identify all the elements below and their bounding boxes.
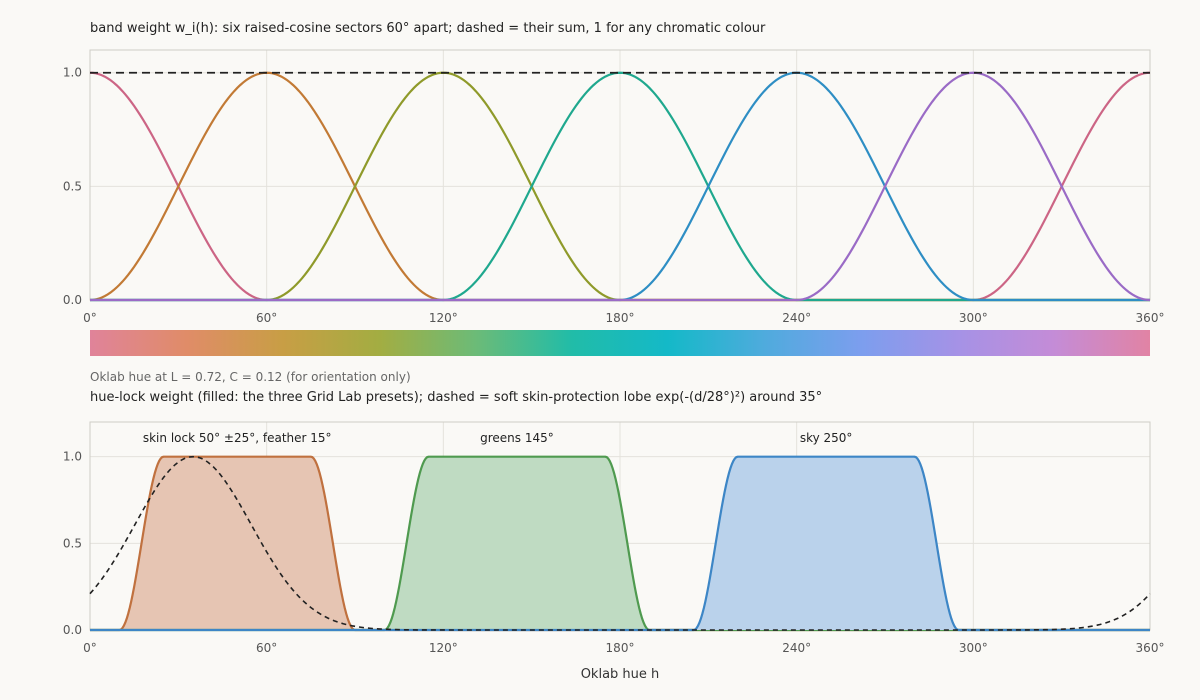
lock-fill-50	[90, 456, 1150, 630]
top-xtick-label: 120°	[429, 311, 458, 325]
bottom-xtick-label: 300°	[959, 641, 988, 655]
lock-label-145: greens 145°	[480, 431, 554, 445]
bottom-xtick-label: 360°	[1136, 641, 1165, 655]
top-band-weight-chart: 0° 60° 120° 180° 240° 300° 360° 0.0 0.5 1.0	[63, 49, 1165, 325]
lock-fill-250	[90, 456, 1150, 630]
bottom-xtick-label: 120°	[429, 641, 458, 655]
top-chart-title: band weight w_i(h): six raised-cosine se…	[90, 21, 766, 36]
top-xtick-label: 360°	[1136, 311, 1165, 325]
bottom-xtick-label: 240°	[782, 641, 811, 655]
bottom-ytick-label: 0.0	[63, 623, 82, 637]
top-ytick-label: 0.5	[63, 179, 82, 193]
bottom-xtick-label: 60°	[256, 641, 277, 655]
top-ytick-label: 1.0	[63, 66, 82, 80]
bottom-ytick-label: 1.0	[63, 450, 82, 464]
lock-label-50: skin lock 50° ±25°, feather 15°	[143, 431, 332, 445]
bottom-hue-lock-chart: 0° 60° 120° 180° 240° 300° 360° 0.0 0.5 1.0 Oklab …	[63, 421, 1165, 682]
oklab-hue-strip	[90, 330, 1150, 356]
top-ytick-label: 0.0	[63, 293, 82, 307]
top-xtick-label: 300°	[959, 311, 988, 325]
bottom-chart-title: hue-lock weight (filled: the three Grid …	[90, 390, 823, 405]
hue-strip-caption: Oklab hue at L = 0.72, C = 0.12 (for ori…	[90, 370, 411, 384]
top-xtick-label: 0°	[83, 311, 97, 325]
bottom-xtick-label: 0°	[83, 641, 97, 655]
lock-label-250: sky 250°	[800, 431, 853, 445]
band-weight-curve-300	[90, 71, 1151, 302]
top-xtick-label: 180°	[606, 311, 635, 325]
bottom-xtick-label: 180°	[606, 641, 635, 655]
lock-fill-145	[90, 456, 1150, 630]
bottom-ytick-label: 0.5	[63, 536, 82, 550]
top-xtick-label: 240°	[782, 311, 811, 325]
top-xtick-label: 60°	[256, 311, 277, 325]
bottom-xlabel: Oklab hue h	[581, 667, 660, 682]
skin-protection-lobe-dashed	[89, 455, 1151, 631]
